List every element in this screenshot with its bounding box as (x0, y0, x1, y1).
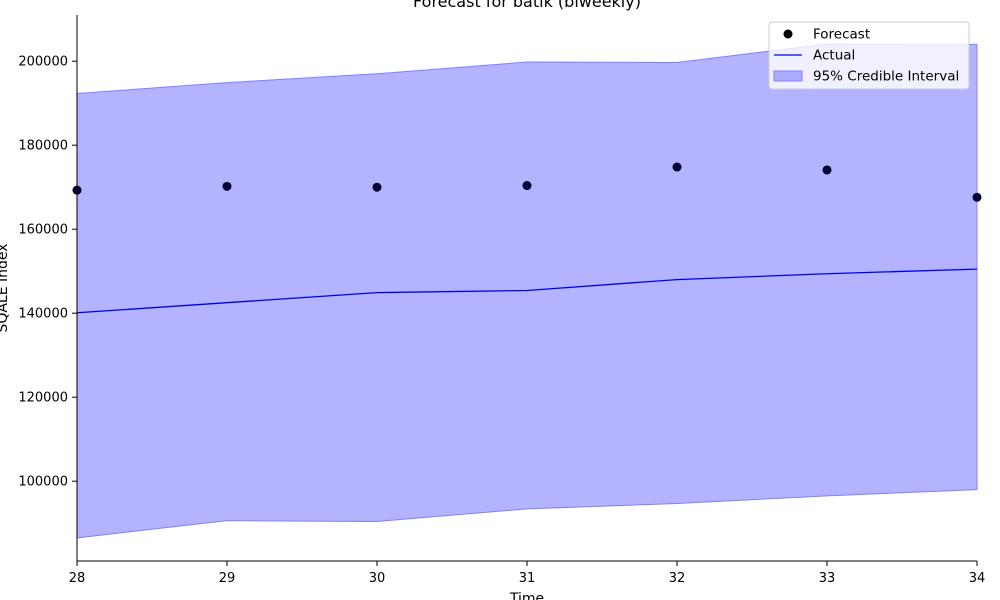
x-tick-label: 34 (969, 571, 986, 586)
y-tick-label: 200000 (18, 55, 68, 70)
x-tick-label: 28 (69, 571, 86, 586)
x-axis-title: Time (509, 591, 544, 600)
legend-label: Forecast (813, 27, 870, 43)
actual-line (76, 268, 978, 314)
y-tick-label: 120000 (18, 391, 68, 406)
y-tick-label: 160000 (18, 223, 68, 238)
tick-layer: 100000 120000 140000 160000 180000 200000 28 29… (18, 55, 985, 586)
chart-title: Forecast for batik (biweekly) (413, 0, 641, 11)
forecast-point (222, 181, 232, 191)
y-tick-label: 100000 (18, 475, 68, 490)
forecast-point (972, 192, 982, 202)
forecast-point (822, 165, 832, 175)
legend-frame (768, 21, 970, 90)
legend: Forecast Actual 95% Credible Interval (768, 21, 970, 90)
x-tick-label: 33 (819, 571, 836, 586)
legend-label: 95% Credible Interval (813, 69, 959, 85)
forecast-point (522, 181, 532, 191)
legend-forecast-marker (783, 29, 793, 39)
forecast-point (672, 162, 682, 172)
y-axis-title: SQALE Index (0, 243, 11, 332)
x-tick-label: 29 (219, 571, 236, 586)
y-tick-label: 180000 (18, 139, 68, 154)
legend-interval-swatch (773, 70, 803, 82)
forecast-point (372, 182, 382, 192)
forecast-points-layer (72, 162, 982, 202)
x-tick-label: 31 (519, 571, 536, 586)
legend-label: Actual (813, 48, 855, 64)
y-tick-label: 140000 (18, 307, 68, 322)
actual-line-layer (76, 268, 978, 314)
x-tick-label: 30 (369, 571, 386, 586)
x-tick-label: 32 (669, 571, 686, 586)
